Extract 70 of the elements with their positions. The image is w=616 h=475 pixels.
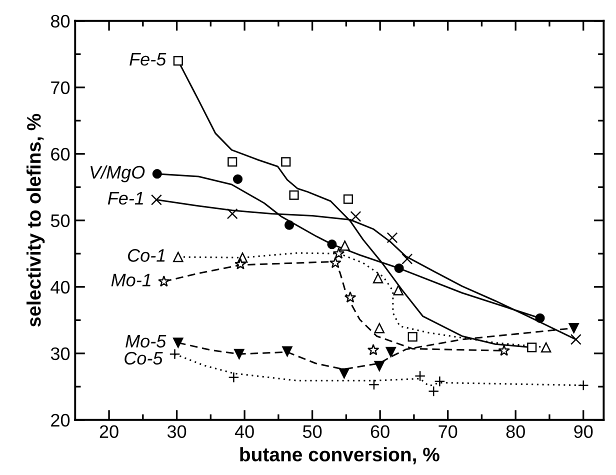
series-label: V/MgO — [90, 165, 145, 182]
point — [386, 232, 398, 244]
point — [332, 247, 345, 259]
point — [343, 194, 354, 204]
point — [232, 174, 243, 184]
point — [386, 346, 396, 358]
point — [535, 313, 545, 323]
point — [498, 344, 510, 356]
point — [289, 190, 299, 200]
point — [372, 273, 384, 284]
point — [568, 322, 580, 334]
point — [173, 56, 183, 66]
point — [393, 285, 404, 296]
series-label: Co-1 — [128, 249, 165, 262]
point — [327, 240, 337, 250]
point — [339, 368, 350, 378]
point — [226, 208, 238, 220]
series-label: Fe-5 — [130, 53, 166, 66]
point — [344, 291, 356, 303]
point — [281, 157, 291, 167]
point — [408, 332, 418, 342]
y-tick-label: 70 — [51, 81, 70, 94]
x-axis-title: butane conversion, % — [240, 447, 440, 464]
y-tick-label: 50 — [50, 214, 70, 228]
point — [158, 275, 170, 287]
series-label: Mo-1 — [111, 274, 150, 286]
y-tick-label: 30 — [50, 347, 70, 360]
point — [540, 342, 552, 353]
x-tick-label: 60 — [370, 425, 390, 438]
point — [414, 370, 426, 382]
point — [350, 210, 362, 222]
y-tick-label: 60 — [51, 148, 70, 161]
y-tick-label: 80 — [50, 14, 70, 28]
x-tick-label: 70 — [438, 425, 458, 438]
point — [150, 194, 162, 206]
point — [368, 379, 380, 390]
series-label: Co-5 — [124, 352, 163, 365]
point — [234, 258, 246, 270]
point — [284, 220, 294, 230]
x-tick-label: 80 — [506, 425, 525, 438]
y-tick-label: 20 — [51, 414, 70, 427]
point — [374, 322, 385, 334]
x-tick-label: 40 — [234, 425, 254, 438]
point — [228, 372, 240, 383]
x-tick-label: 20 — [100, 425, 118, 438]
point — [228, 157, 238, 167]
point — [402, 253, 413, 264]
point — [570, 334, 582, 345]
point — [173, 252, 184, 262]
point — [152, 169, 162, 179]
point — [329, 256, 342, 268]
point — [374, 360, 385, 372]
y-axis-title: selectivity to olefins, % — [26, 114, 45, 327]
point — [282, 346, 292, 357]
point — [367, 344, 380, 356]
point — [578, 380, 589, 391]
point — [527, 342, 537, 352]
x-tick-label: 50 — [302, 425, 322, 438]
point — [340, 240, 350, 251]
point — [169, 348, 180, 360]
point — [428, 386, 440, 397]
point — [434, 376, 446, 387]
x-tick-label: 30 — [167, 425, 186, 438]
y-tick-label: 40 — [50, 280, 70, 294]
series-label: Mo-5 — [126, 335, 166, 348]
series-label: Fe-1 — [108, 192, 143, 205]
x-tick-label: 90 — [574, 425, 593, 438]
point — [234, 348, 244, 360]
point — [173, 338, 184, 348]
point — [394, 263, 404, 274]
